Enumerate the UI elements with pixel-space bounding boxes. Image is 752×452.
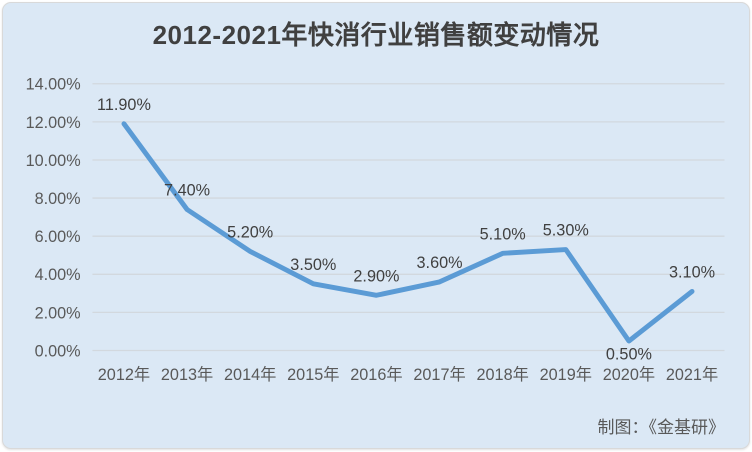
y-tick-label: 6.00% [35, 228, 81, 246]
data-label: 11.90% [97, 96, 151, 114]
x-tick-label: 2012年 [98, 366, 150, 384]
data-label: 3.50% [290, 256, 336, 274]
attribution: 制图：《金基研》 [597, 418, 726, 437]
x-tick-label: 2014年 [224, 366, 276, 384]
y-tick-label: 8.00% [35, 190, 81, 208]
data-label: 3.10% [669, 264, 715, 282]
data-label: 5.10% [480, 226, 526, 244]
x-tick-label: 2018年 [476, 366, 528, 384]
y-tick-label: 0.00% [35, 342, 81, 360]
y-tick-label: 2.00% [35, 304, 81, 322]
data-label: 3.60% [417, 254, 463, 272]
data-label: 2.90% [353, 267, 399, 285]
x-tick-label: 2019年 [540, 366, 592, 384]
y-tick-label: 14.00% [26, 76, 81, 94]
x-tick-label: 2020年 [603, 366, 655, 384]
y-tick-label: 12.00% [26, 114, 81, 132]
data-line [121, 121, 695, 344]
x-tick-label: 2013年 [161, 366, 213, 384]
x-tick-label: 2017年 [413, 366, 465, 384]
line-chart: 0.00% 2.00% 4.00% 6.00% 8.00% 10.00% 12.00% 14.… [26, 76, 725, 384]
x-tick-label: 2015年 [287, 366, 339, 384]
chart-title: 2012-2021年快消行业销售额变动情况 [152, 20, 600, 50]
x-tick-label: 2016年 [350, 366, 402, 384]
data-label: 5.30% [543, 222, 589, 240]
y-tick-label: 10.00% [26, 152, 81, 170]
x-tick-label: 2021年 [666, 366, 718, 384]
data-label: 7.40% [164, 182, 210, 200]
y-tick-label: 4.00% [35, 266, 81, 284]
data-label: 5.20% [227, 224, 273, 242]
data-label: 0.50% [606, 346, 652, 364]
